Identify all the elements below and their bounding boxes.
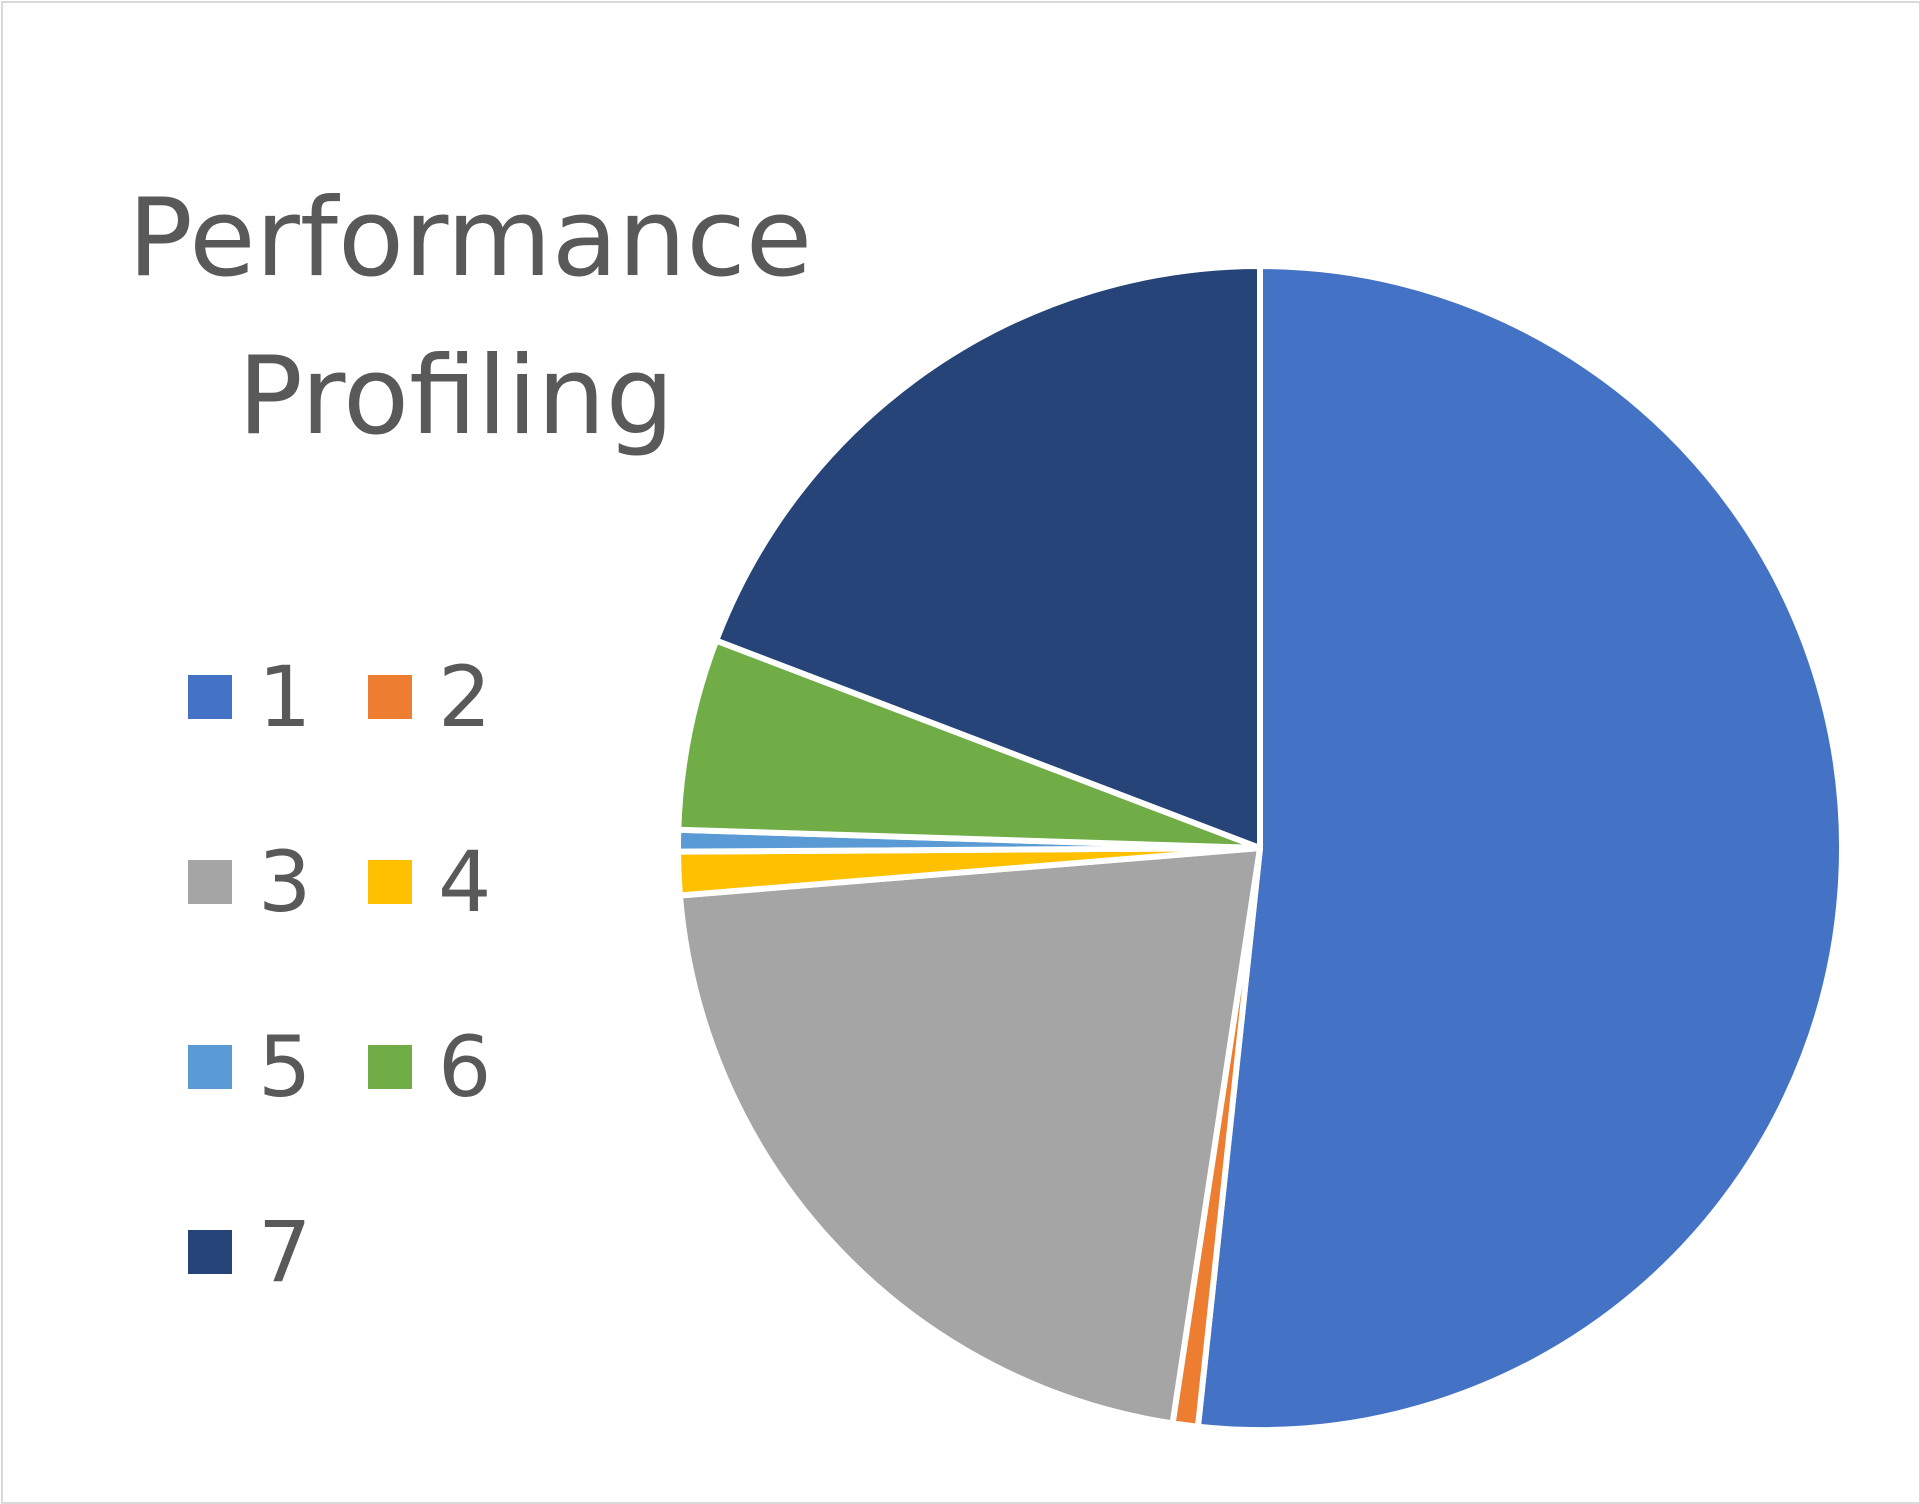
legend-item-3: 3	[188, 836, 368, 928]
legend-item-5: 5	[188, 1021, 368, 1113]
chart-title: Performance Profiling	[100, 160, 840, 476]
legend-swatch-3	[188, 860, 232, 904]
legend-swatch-6	[368, 1045, 412, 1089]
legend-row: 5 6	[188, 1021, 608, 1113]
legend-row: 1 2	[188, 651, 608, 743]
pie-slice-6	[675, 637, 1263, 851]
legend-item-7: 7	[188, 1206, 368, 1298]
pie-slice-7	[713, 263, 1263, 851]
pie-slices	[675, 263, 1846, 1433]
legend-swatch-4	[368, 860, 412, 904]
legend-label-2: 2	[438, 648, 492, 746]
legend-item-2: 2	[368, 651, 548, 743]
chart-legend: 1 2 3 4 5 6 7	[188, 651, 608, 1391]
legend-swatch-7	[188, 1230, 232, 1274]
legend-label-1: 1	[258, 648, 312, 746]
legend-row: 3 4	[188, 836, 608, 928]
legend-label-7: 7	[258, 1203, 312, 1301]
legend-swatch-2	[368, 675, 412, 719]
legend-swatch-1	[188, 675, 232, 719]
pie-slice-1	[1194, 263, 1846, 1433]
pie-slice-3	[676, 845, 1263, 1427]
legend-label-3: 3	[258, 833, 312, 931]
legend-swatch-5	[188, 1045, 232, 1089]
legend-row: 7	[188, 1206, 608, 1298]
legend-label-5: 5	[258, 1018, 312, 1116]
legend-label-6: 6	[438, 1018, 492, 1116]
legend-label-4: 4	[438, 833, 492, 931]
chart-title-line1: Performance	[127, 176, 813, 301]
chart-title-line2: Profiling	[237, 334, 675, 459]
legend-item-1: 1	[188, 651, 368, 743]
legend-item-6: 6	[368, 1021, 548, 1113]
legend-item-4: 4	[368, 836, 548, 928]
